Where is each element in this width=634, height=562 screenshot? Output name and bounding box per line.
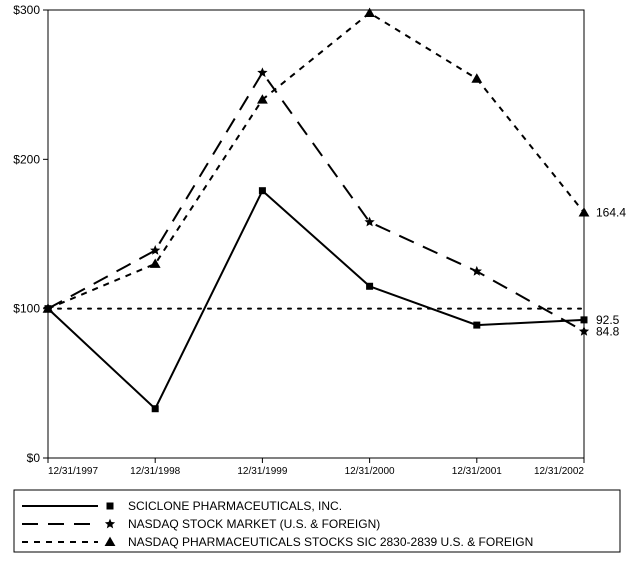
svg-text:$0: $0: [27, 451, 41, 465]
svg-text:12/31/2000: 12/31/2000: [345, 466, 395, 477]
svg-text:12/31/2001: 12/31/2001: [452, 466, 502, 477]
svg-text:12/31/1999: 12/31/1999: [237, 466, 287, 477]
chart-svg: $0 $100 $200 $300 12/31/1997 12/31/1998 12/31/…: [0, 0, 634, 562]
svg-text:12/31/2002: 12/31/2002: [534, 466, 584, 477]
stock-performance-chart: $0 $100 $200 $300 12/31/1997 12/31/1998 12/31/…: [0, 0, 634, 562]
svg-text:$200: $200: [13, 152, 40, 166]
svg-text:$300: $300: [13, 3, 40, 17]
svg-text:164.4: 164.4: [596, 205, 626, 219]
svg-text:NASDAQ PHARMACEUTICALS STOCKS: NASDAQ PHARMACEUTICALS STOCKS SIC 2830-2…: [128, 535, 533, 549]
svg-text:NASDAQ STOCK MARKET (U.S. & FO: NASDAQ STOCK MARKET (U.S. & FOREIGN): [128, 517, 380, 531]
svg-text:$100: $100: [13, 302, 40, 316]
svg-text:84.8: 84.8: [596, 324, 620, 338]
svg-text:SCICLONE PHARMACEUTICALS, INC.: SCICLONE PHARMACEUTICALS, INC.: [128, 499, 342, 513]
svg-text:12/31/1998: 12/31/1998: [130, 466, 180, 477]
svg-text:12/31/1997: 12/31/1997: [48, 466, 98, 477]
